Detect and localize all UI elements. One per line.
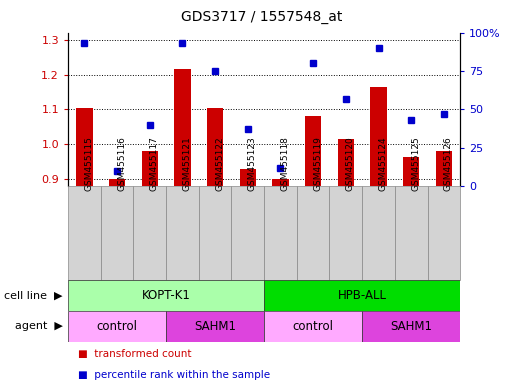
Bar [207, 108, 223, 186]
Text: GSM455121: GSM455121 [183, 136, 191, 191]
Bar [264, 311, 362, 342]
Text: ■  transformed count: ■ transformed count [78, 349, 192, 359]
Text: GSM455126: GSM455126 [444, 136, 453, 191]
Text: agent  ▶: agent ▶ [15, 321, 63, 331]
Bar [305, 116, 321, 186]
Text: ■  percentile rank within the sample: ■ percentile rank within the sample [78, 370, 270, 380]
Text: GSM455117: GSM455117 [150, 136, 158, 191]
Bar [370, 87, 386, 186]
Text: GSM455116: GSM455116 [117, 136, 126, 191]
Text: SAHM1: SAHM1 [194, 320, 236, 333]
Text: control: control [293, 320, 334, 333]
Bar [68, 280, 264, 311]
Bar [329, 186, 362, 280]
Bar [133, 186, 166, 280]
Bar [240, 169, 256, 186]
Bar [436, 151, 452, 186]
Text: GSM455122: GSM455122 [215, 136, 224, 191]
Text: GSM455120: GSM455120 [346, 136, 355, 191]
Bar [338, 139, 354, 186]
Bar [264, 280, 460, 311]
Bar [68, 311, 166, 342]
Bar [166, 311, 264, 342]
Bar [362, 186, 395, 280]
Text: control: control [97, 320, 138, 333]
Bar [109, 179, 125, 186]
Text: SAHM1: SAHM1 [390, 320, 432, 333]
Bar [76, 108, 93, 186]
Bar [174, 69, 190, 186]
Text: cell line  ▶: cell line ▶ [4, 291, 63, 301]
Bar [68, 186, 100, 280]
Text: GSM455119: GSM455119 [313, 136, 322, 191]
Text: KOPT-K1: KOPT-K1 [142, 289, 190, 302]
Bar [403, 157, 419, 186]
Text: GSM455124: GSM455124 [379, 136, 388, 191]
Bar [231, 186, 264, 280]
Bar [166, 186, 199, 280]
Text: HPB-ALL: HPB-ALL [338, 289, 386, 302]
Text: GDS3717 / 1557548_at: GDS3717 / 1557548_at [181, 10, 342, 23]
Text: GSM455123: GSM455123 [248, 136, 257, 191]
Bar [428, 186, 460, 280]
Bar [100, 186, 133, 280]
Bar [395, 186, 428, 280]
Bar [362, 311, 460, 342]
Bar [297, 186, 329, 280]
Bar [272, 179, 289, 186]
Text: GSM455125: GSM455125 [411, 136, 420, 191]
Text: GSM455115: GSM455115 [84, 136, 93, 191]
Bar [264, 186, 297, 280]
Bar [199, 186, 231, 280]
Text: GSM455118: GSM455118 [280, 136, 289, 191]
Bar [142, 151, 158, 186]
